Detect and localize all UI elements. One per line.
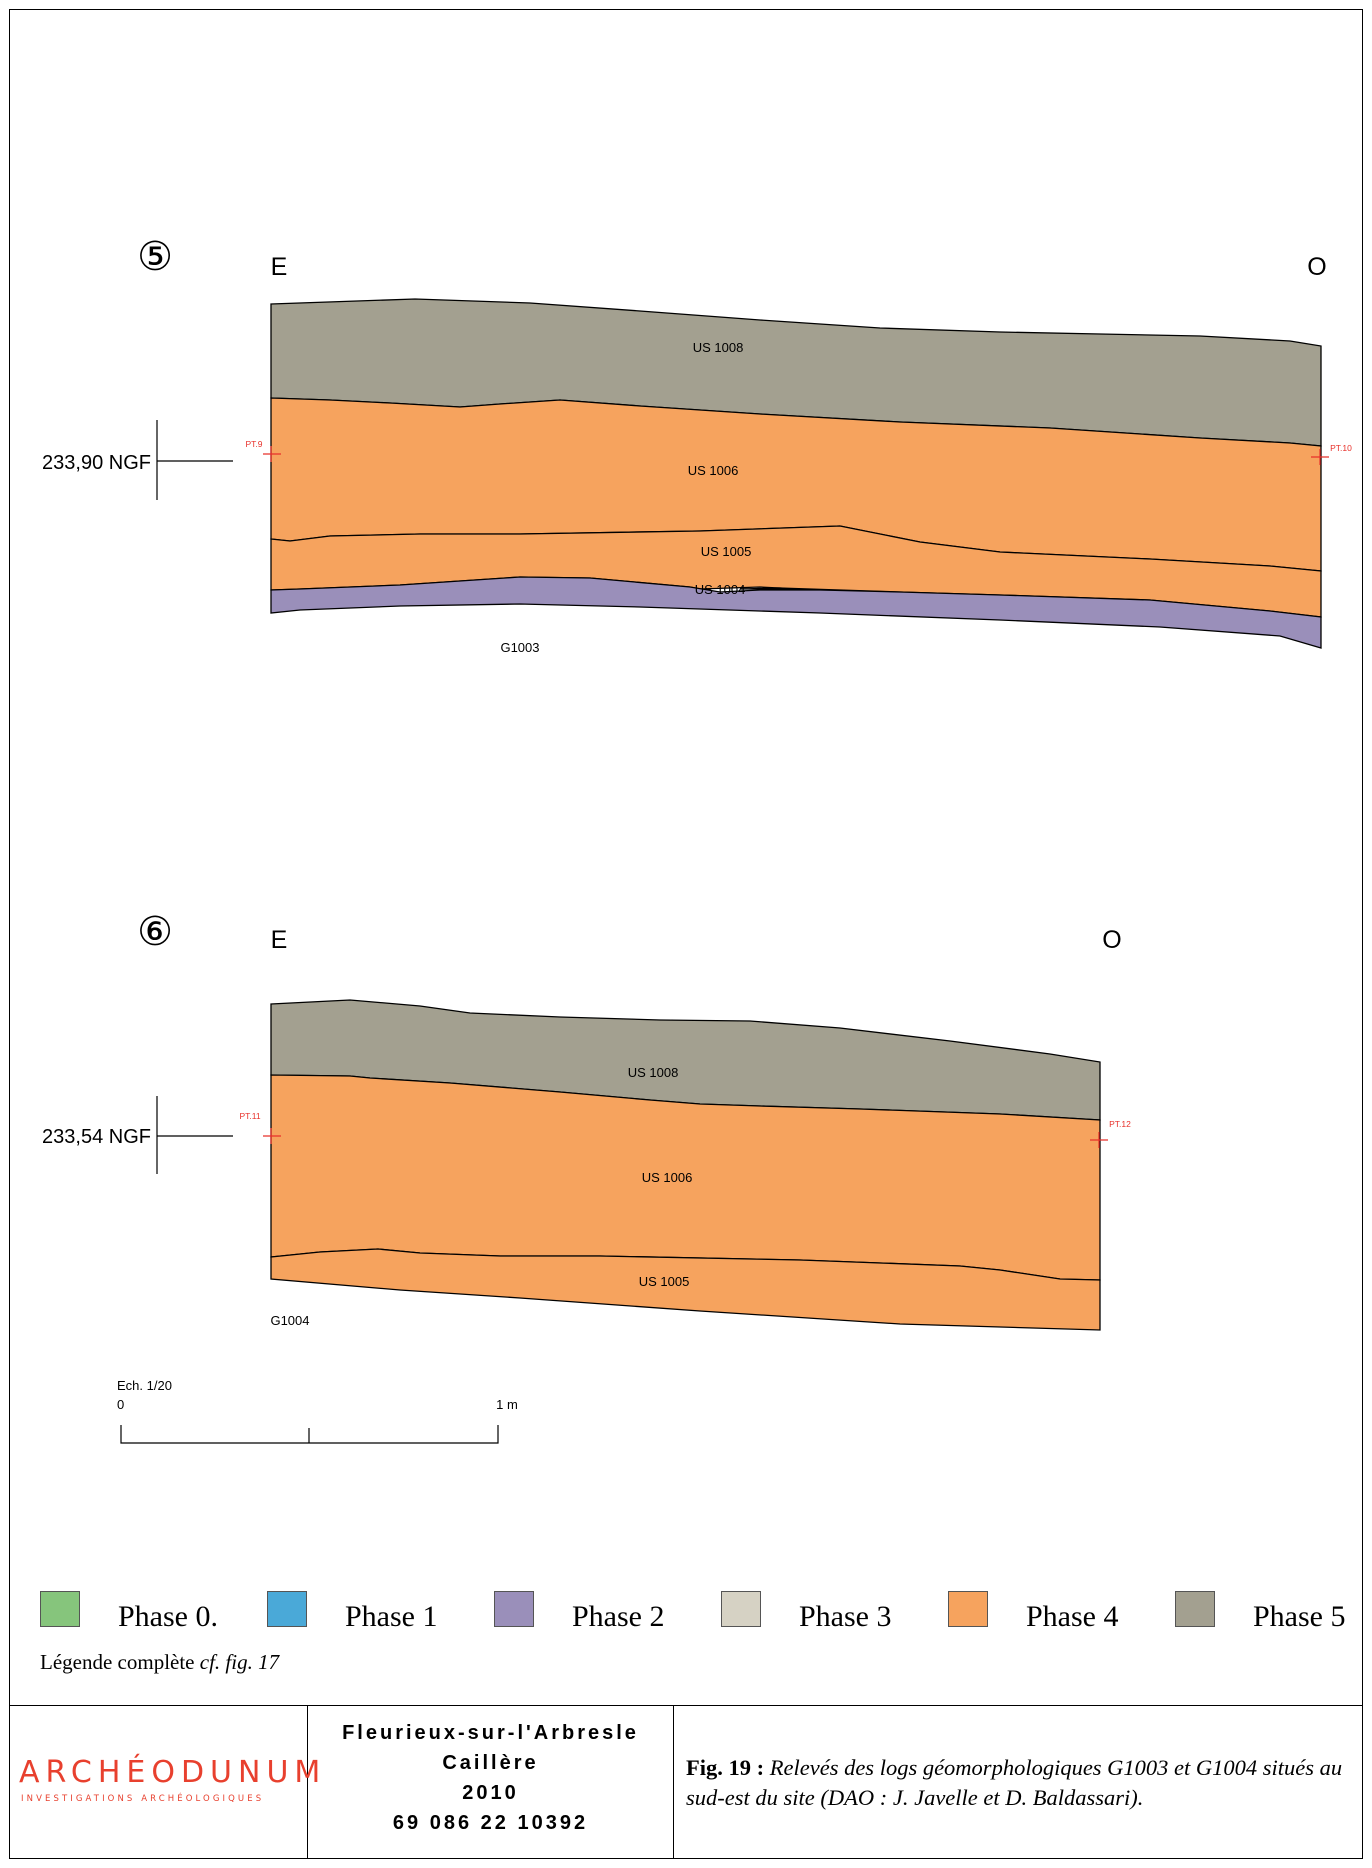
section-5-elevation-label: 233,90 NGF [42,452,151,474]
site-year: 2010 [462,1782,519,1804]
legend-label: Phase 4 [1026,1600,1119,1633]
section-6-elevation-label: 233,54 NGF [42,1126,151,1148]
archeodunum-logo: ARCHÉODUNUM [19,1755,327,1790]
legend-swatch [494,1591,534,1627]
section-6-point-left-label: PT.11 [239,1111,260,1121]
section-6-log-id: G1004 [270,1313,309,1328]
section-6-label-us1006: US 1006 [642,1170,693,1185]
scale-start-label: 0 [117,1397,124,1412]
section-5-label-us1004: US 1004 [695,582,746,597]
section-6-label-us1008: US 1008 [628,1065,679,1080]
figure-caption-text: Relevés des logs géomorphologiques G1003… [686,1755,1343,1810]
section-5-label-us1006: US 1006 [688,463,739,478]
scale-title: Ech. 1/20 [117,1378,172,1393]
section-5-label-us1008: US 1008 [693,340,744,355]
legend-swatch [267,1591,307,1627]
section-5-point-left-label: PT.9 [245,439,262,449]
legend-swatch [948,1591,988,1627]
legend-label: Phase 2 [572,1600,665,1633]
logo-cell: ARCHÉODUNUM INVESTIGATIONS ARCHÉOLOGIQUE… [9,1706,320,1858]
caption-cell: Fig. 19 : Relevés des logs géomorphologi… [674,1706,1361,1858]
legend-swatch [721,1591,761,1627]
section-5-log-id: G1003 [500,640,539,655]
section-5-label-us1005: US 1005 [701,544,752,559]
legend-label: Phase 0. [118,1600,218,1633]
legend-label: Phase 1 [345,1600,438,1633]
logo-tagline: INVESTIGATIONS ARCHÉOLOGIQUES [21,1794,265,1804]
section-6-layer-us1005 [270,1248,1101,1331]
section-6-number: ⑥ [137,910,173,954]
section-6-west-label: O [1102,926,1121,954]
scale-end-label: 1 m [496,1397,518,1412]
site-name: Fleurieux-sur-l'Arbresle [342,1722,639,1744]
legend: Phase 0. Phase 1 Phase 2 Phase 3 Phase 4… [40,1588,1346,1638]
figure-caption: Fig. 19 : Relevés des logs géomorphologi… [686,1753,1352,1813]
section-drawings: ⑤ E O US 1008 US 1006 US 1005 US 1004 23… [42,235,1352,1444]
legend-swatch [1175,1591,1215,1627]
site-place: Caillère [442,1752,539,1774]
title-block: ARCHÉODUNUM INVESTIGATIONS ARCHÉOLOGIQUE… [9,1705,1363,1859]
section-6-label-us1005: US 1005 [639,1274,690,1289]
section-6-east-label: E [271,926,288,954]
legend-label: Phase 5 [1253,1600,1346,1633]
section-6-point-right-label: PT.12 [1109,1119,1131,1129]
site-code: 69 086 22 10392 [392,1812,589,1834]
legend-note-reference: cf. fig. 17 [199,1650,280,1674]
section-5-point-right-label: PT.10 [1330,443,1352,453]
site-cell: Fleurieux-sur-l'Arbresle Caillère 2010 6… [308,1706,674,1858]
section-5-east-label: E [271,253,288,281]
section-5-layer-us1004 [270,576,1322,649]
figure-number: Fig. 19 : [686,1755,765,1780]
legend-note: Légende complète cf. fig. 17 [40,1650,279,1675]
section-5-west-label: O [1307,253,1326,281]
section-6: ⑥ E O US 1008 US 1006 US 1005 233,54 NGF… [42,910,1131,1331]
section-5: ⑤ E O US 1008 US 1006 US 1005 US 1004 23… [42,235,1352,655]
legend-note-prefix: Légende complète [40,1650,200,1674]
legend-label: Phase 3 [799,1600,892,1633]
scale-bar: Ech. 1/20 0 1 m [117,1378,518,1444]
scale-ruler [120,1425,499,1444]
section-5-number: ⑤ [137,235,173,279]
page-frame [9,9,1363,1859]
legend-swatch [40,1591,80,1627]
